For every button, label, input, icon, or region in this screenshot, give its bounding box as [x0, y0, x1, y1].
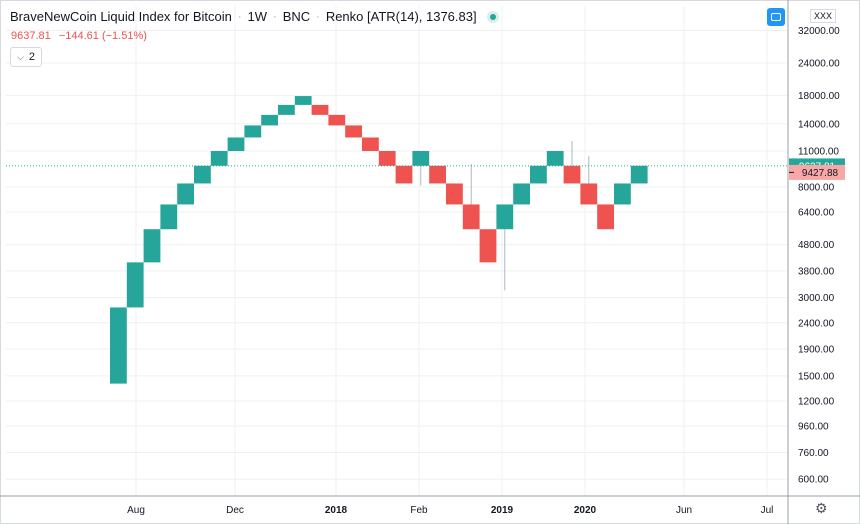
renko-brick-up[interactable]: [110, 307, 127, 384]
x-tick-label: 2020: [574, 505, 597, 516]
y-tick-label: 6400.00: [798, 208, 835, 219]
chart-legend: BraveNewCoin Liquid Index for Bitcoin · …: [10, 9, 499, 24]
renko-brick-up[interactable]: [496, 204, 514, 230]
renko-brick-down[interactable]: [429, 165, 446, 184]
renko-brick-up[interactable]: [143, 229, 161, 263]
renko-brick-down[interactable]: [362, 137, 379, 151]
renko-brick-up[interactable]: [227, 137, 245, 151]
x-tick-label: Feb: [410, 505, 428, 516]
renko-brick-down[interactable]: [597, 204, 614, 230]
second-price-badge-bg: [789, 164, 845, 180]
y-tick-label: 32000.00: [798, 26, 840, 37]
price-change: −144.61 (−1.51%): [58, 30, 147, 42]
renko-brick-up[interactable]: [614, 183, 631, 205]
renko-brick-down[interactable]: [563, 165, 581, 184]
renko-brick-down[interactable]: [462, 204, 480, 230]
renko-brick-down[interactable]: [378, 151, 396, 166]
separator-dot: ·: [316, 10, 320, 23]
x-tick-label: Jun: [676, 505, 692, 516]
chevron-down-icon: ⌵: [17, 51, 24, 62]
y-tick-label: 1200.00: [798, 397, 835, 408]
renko-brick-down[interactable]: [311, 104, 329, 115]
renko-brick-down[interactable]: [446, 183, 463, 205]
renko-brick-up[interactable]: [278, 104, 295, 115]
second-price-badge: 9427.88: [802, 168, 839, 179]
x-tick-label: Jul: [761, 505, 774, 516]
y-tick-label: 960.00: [798, 422, 829, 433]
interval-label[interactable]: 1W: [247, 9, 268, 24]
x-tick-label: Dec: [226, 505, 244, 516]
renko-brick-up[interactable]: [513, 183, 530, 205]
renko-brick-up[interactable]: [546, 151, 564, 166]
renko-brick-up[interactable]: [126, 262, 144, 308]
renko-brick-up[interactable]: [412, 151, 430, 166]
x-tick-label: 2019: [491, 505, 514, 516]
exchange-label: BNC: [282, 9, 311, 24]
y-tick-label: 760.00: [798, 448, 829, 459]
y-tick-label: 8000.00: [798, 182, 835, 193]
y-tick-label: 3800.00: [798, 266, 835, 277]
renko-brick-down[interactable]: [580, 183, 598, 205]
renko-brick-down[interactable]: [395, 165, 413, 184]
collapse-legend-button[interactable]: ⌵ 2: [10, 47, 42, 67]
y-tick-label: 14000.00: [798, 119, 840, 130]
separator-dot: ·: [237, 10, 242, 23]
renko-brick-down[interactable]: [328, 114, 346, 126]
renko-brick-down[interactable]: [479, 229, 497, 263]
renko-brick-up[interactable]: [177, 183, 194, 205]
renko-brick-up[interactable]: [194, 165, 211, 184]
renko-brick-up[interactable]: [244, 125, 262, 138]
currency-label[interactable]: XXX: [810, 9, 837, 23]
renko-brick-up[interactable]: [630, 165, 648, 184]
renko-brick-up[interactable]: [261, 114, 278, 126]
y-tick-label: 24000.00: [798, 58, 840, 69]
renko-brick-up[interactable]: [210, 151, 228, 166]
price-quote: 9637.81 −144.61 (−1.51%): [11, 30, 152, 42]
y-tick-label: 2400.00: [798, 318, 835, 329]
x-tick-label: 2018: [325, 505, 348, 516]
market-status-icon[interactable]: [486, 10, 499, 23]
y-tick-label: 11000.00: [798, 147, 839, 158]
renko-brick-down[interactable]: [345, 125, 362, 138]
y-tick-label: 3000.00: [798, 293, 835, 304]
y-tick-label: 600.00: [798, 475, 829, 486]
current-price: 9637.81: [11, 30, 51, 42]
chart-settings-button[interactable]: [767, 8, 785, 26]
gear-icon[interactable]: ⚙: [815, 500, 828, 516]
study-label[interactable]: Renko [ATR(14), 1376.83]: [325, 9, 477, 24]
renko-brick-up[interactable]: [530, 165, 547, 184]
renko-brick-up[interactable]: [160, 204, 178, 230]
renko-brick-up[interactable]: [294, 96, 312, 105]
y-tick-label: 18000.00: [798, 91, 840, 102]
symbol-title[interactable]: BraveNewCoin Liquid Index for Bitcoin: [10, 9, 232, 24]
collapse-count: 2: [28, 51, 35, 63]
y-tick-label: 1500.00: [798, 371, 835, 382]
x-tick-label: Aug: [127, 505, 145, 516]
separator-dot: ·: [273, 10, 277, 23]
y-tick-label: 4800.00: [798, 240, 835, 251]
y-tick-label: 1900.00: [798, 345, 835, 356]
